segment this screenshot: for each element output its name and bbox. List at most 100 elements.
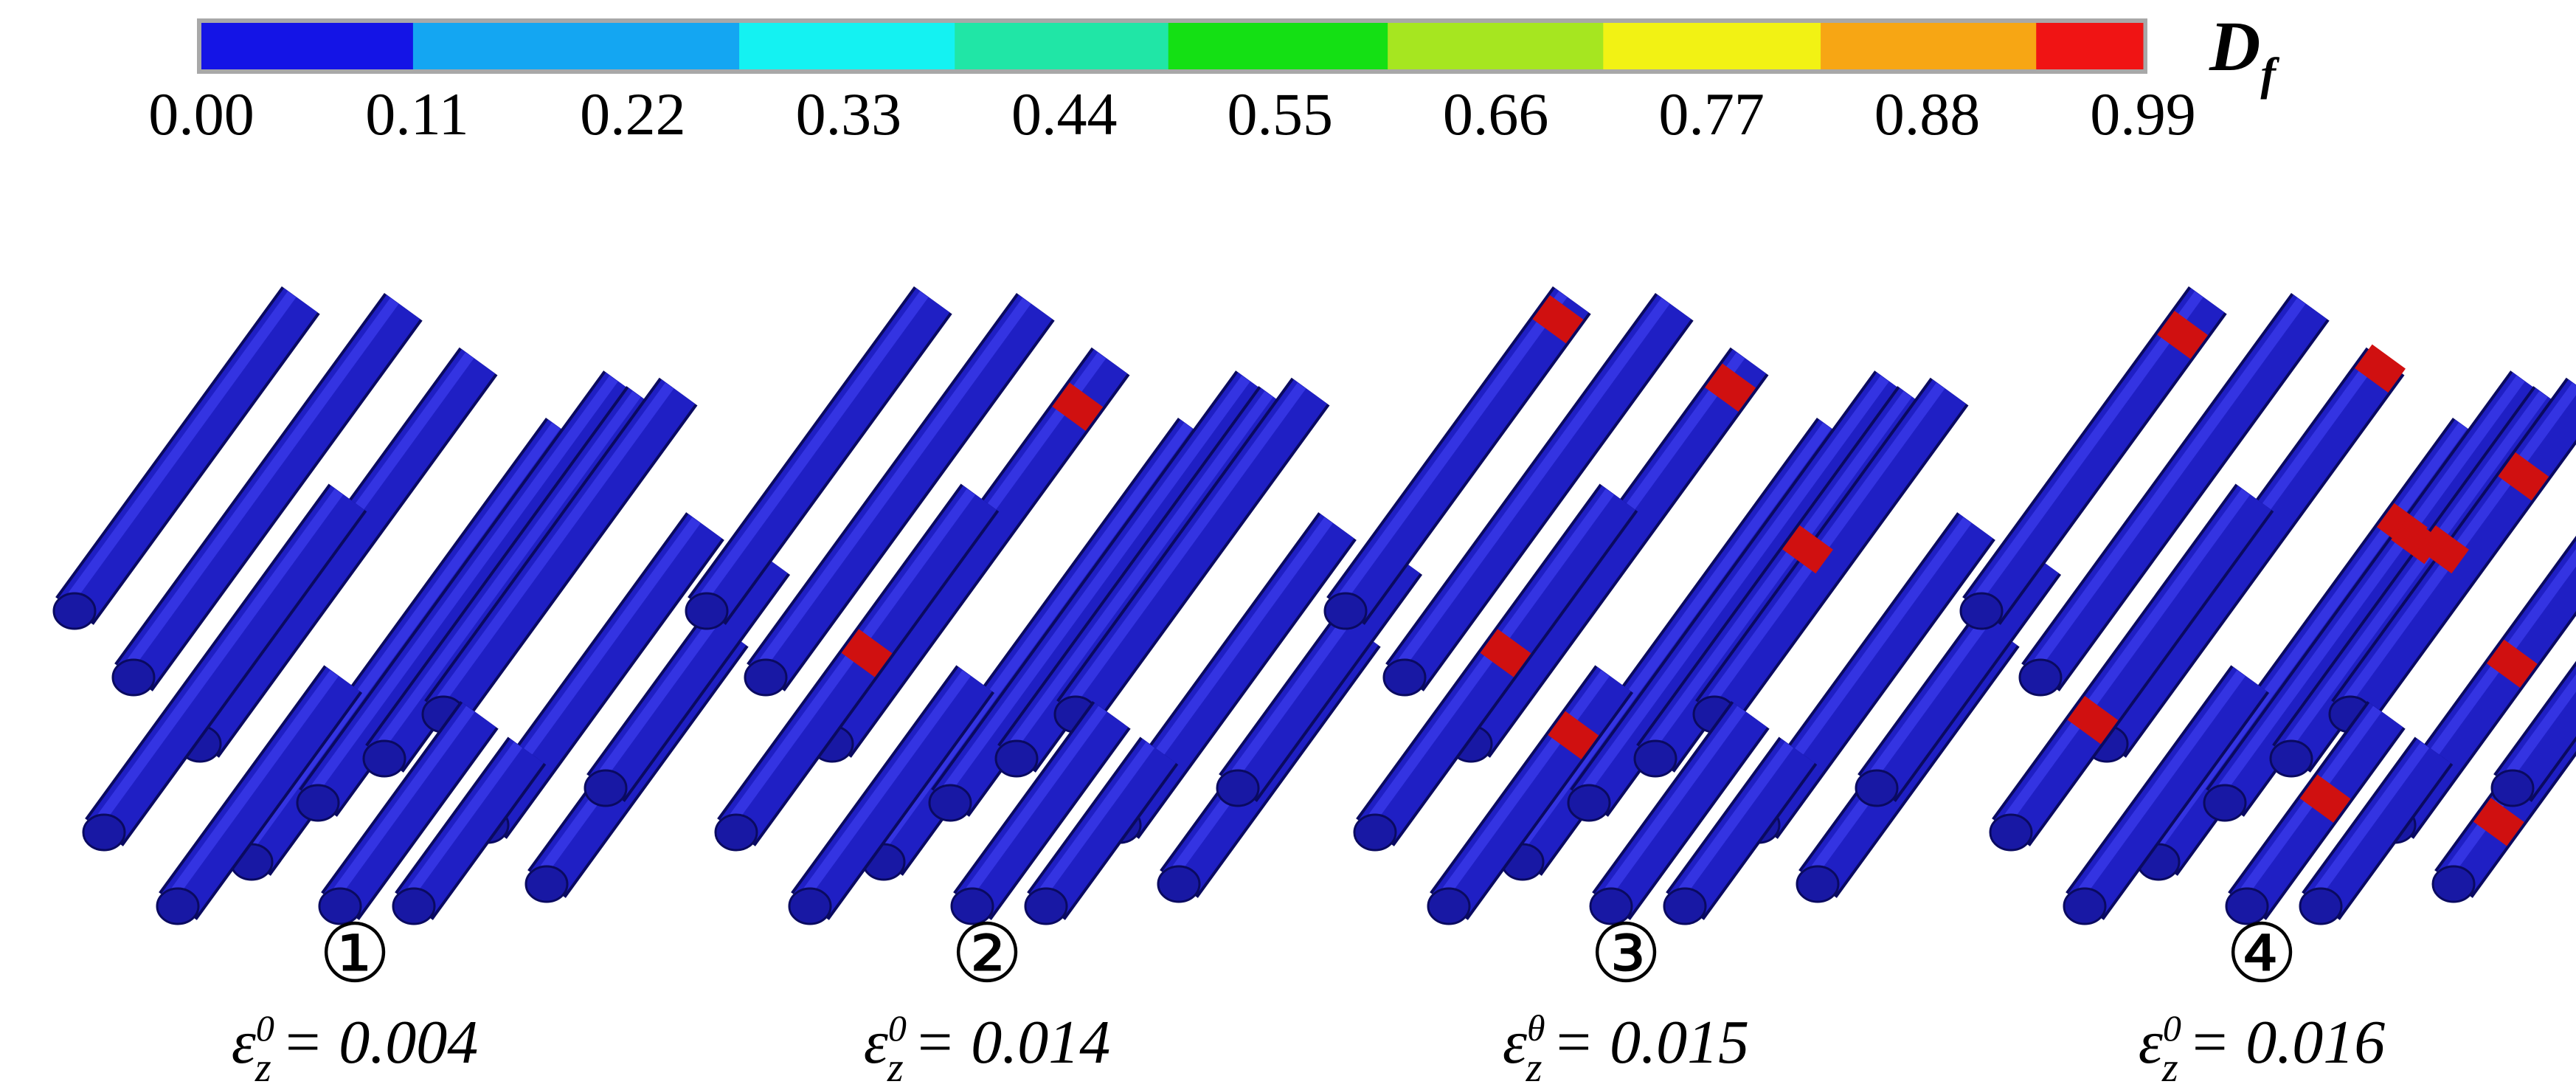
colorbar-tick-label: 0.33 bbox=[796, 80, 902, 148]
fiber-highlight bbox=[120, 297, 399, 675]
damage-band bbox=[2391, 515, 2442, 565]
fiber bbox=[1668, 738, 1815, 919]
damage-band bbox=[2067, 696, 2119, 745]
fiber bbox=[1329, 288, 1589, 624]
fiber-highlight bbox=[1033, 742, 1155, 904]
label-subscript: f bbox=[2260, 49, 2279, 100]
fiber-end bbox=[744, 658, 788, 697]
fiber-end bbox=[1157, 865, 1201, 903]
strain-value: = 0.015 bbox=[1552, 1008, 1749, 1077]
fiber-end bbox=[1796, 865, 1840, 903]
fiber-highlight bbox=[165, 670, 339, 904]
fiber-highlight bbox=[2278, 390, 2548, 756]
damage-band bbox=[2355, 344, 2406, 393]
fiber-end bbox=[2299, 887, 2343, 925]
fiber-highlight bbox=[752, 297, 1031, 675]
fiber-model bbox=[1323, 286, 2062, 925]
colorbar-segment bbox=[739, 23, 955, 69]
fiber-highlight bbox=[1576, 375, 1889, 801]
fiber-highlight bbox=[2307, 742, 2430, 904]
damage-band bbox=[841, 629, 893, 677]
fiber-highlight bbox=[723, 489, 976, 830]
fiber-end bbox=[928, 784, 972, 822]
fiber bbox=[426, 379, 696, 727]
fiber-highlight bbox=[2212, 375, 2525, 801]
colorbar-segment bbox=[1388, 23, 1604, 69]
fiber-highlight bbox=[2234, 705, 2382, 904]
fiber-end bbox=[2203, 784, 2247, 822]
strain-subscript: z bbox=[255, 1045, 271, 1087]
fiber bbox=[1454, 349, 1767, 756]
fiber bbox=[1059, 379, 1328, 727]
fiber-end bbox=[1855, 769, 1899, 807]
colorbar-tick-label: 0.66 bbox=[1443, 80, 1549, 148]
fiber-end bbox=[1024, 887, 1068, 925]
strain-value: = 0.004 bbox=[282, 1008, 479, 1077]
fiber-highlight bbox=[2027, 297, 2306, 675]
fiber bbox=[397, 738, 544, 919]
fiber-end bbox=[296, 784, 340, 822]
strain-label: ε0 z = 0.014 bbox=[864, 1007, 1111, 1087]
fiber bbox=[815, 349, 1128, 756]
fiber-highlight bbox=[1391, 297, 1670, 675]
panel bbox=[52, 286, 791, 925]
damage-band bbox=[1705, 363, 1756, 412]
fiber-highlight bbox=[1598, 705, 1746, 904]
panel-number: ① bbox=[319, 909, 392, 999]
damage-band bbox=[1532, 295, 1584, 344]
fiber-end bbox=[2018, 658, 2063, 697]
fiber-end bbox=[2490, 769, 2535, 807]
fiber-end bbox=[52, 592, 97, 630]
fiber-highlight bbox=[91, 489, 344, 830]
fiber-end bbox=[392, 887, 436, 925]
fiber bbox=[2230, 703, 2403, 919]
fiber-highlight bbox=[797, 670, 971, 904]
fiber-end bbox=[362, 739, 406, 778]
fiber bbox=[1388, 294, 1692, 690]
colorbar-segment bbox=[1168, 23, 1388, 69]
fiber bbox=[2304, 738, 2451, 919]
fiber bbox=[87, 485, 365, 845]
fiber-highlight bbox=[1642, 390, 1912, 756]
fiber-end bbox=[82, 813, 126, 852]
fiber bbox=[1358, 485, 1636, 845]
fiber bbox=[690, 288, 950, 624]
fiber-highlight bbox=[2499, 674, 2576, 786]
fiber-end bbox=[950, 887, 994, 925]
strain-symbol: ε bbox=[2139, 1008, 2164, 1077]
fiber-highlight bbox=[401, 742, 523, 904]
colorbar-tick-label: 0.77 bbox=[1658, 80, 1765, 148]
fiber-highlight bbox=[1968, 291, 2203, 609]
fiber-model bbox=[52, 286, 791, 925]
fiber-highlight bbox=[1672, 742, 1794, 904]
fiber bbox=[1594, 703, 1767, 919]
fiber-highlight bbox=[693, 291, 929, 609]
colorbar-segment bbox=[1821, 23, 2037, 69]
fiber-highlight bbox=[937, 375, 1250, 801]
colorbar-tick-label: 0.22 bbox=[580, 80, 686, 148]
strain-superscript: θ bbox=[1527, 1007, 1545, 1049]
fiber-end bbox=[685, 592, 729, 630]
colorbar: 0.00 0.11 0.22 0.33 0.44 0.55 0.66 0.77 0.88 0.99 bbox=[148, 18, 2196, 148]
fiber-highlight bbox=[959, 705, 1107, 904]
damage-band bbox=[2299, 774, 2351, 823]
fiber bbox=[1994, 485, 2272, 845]
fiber-model bbox=[685, 286, 1423, 925]
colorbar-segment bbox=[1603, 23, 1821, 69]
strain-value: = 0.014 bbox=[914, 1008, 1111, 1077]
fiber bbox=[793, 666, 992, 919]
panel-number: ② bbox=[951, 909, 1024, 999]
fiber-end bbox=[1663, 887, 1707, 925]
label-symbol: D bbox=[2209, 7, 2260, 86]
fiber bbox=[2090, 349, 2403, 756]
colorbar-tick-label: 0.55 bbox=[1227, 80, 1333, 148]
fiber-model bbox=[1959, 286, 2576, 925]
fiber bbox=[1029, 738, 1177, 919]
fiber bbox=[117, 294, 420, 690]
fiber-end bbox=[584, 769, 628, 807]
damage-band bbox=[1052, 382, 1104, 431]
damage-band bbox=[2418, 525, 2469, 574]
fiber-end bbox=[994, 739, 1039, 778]
